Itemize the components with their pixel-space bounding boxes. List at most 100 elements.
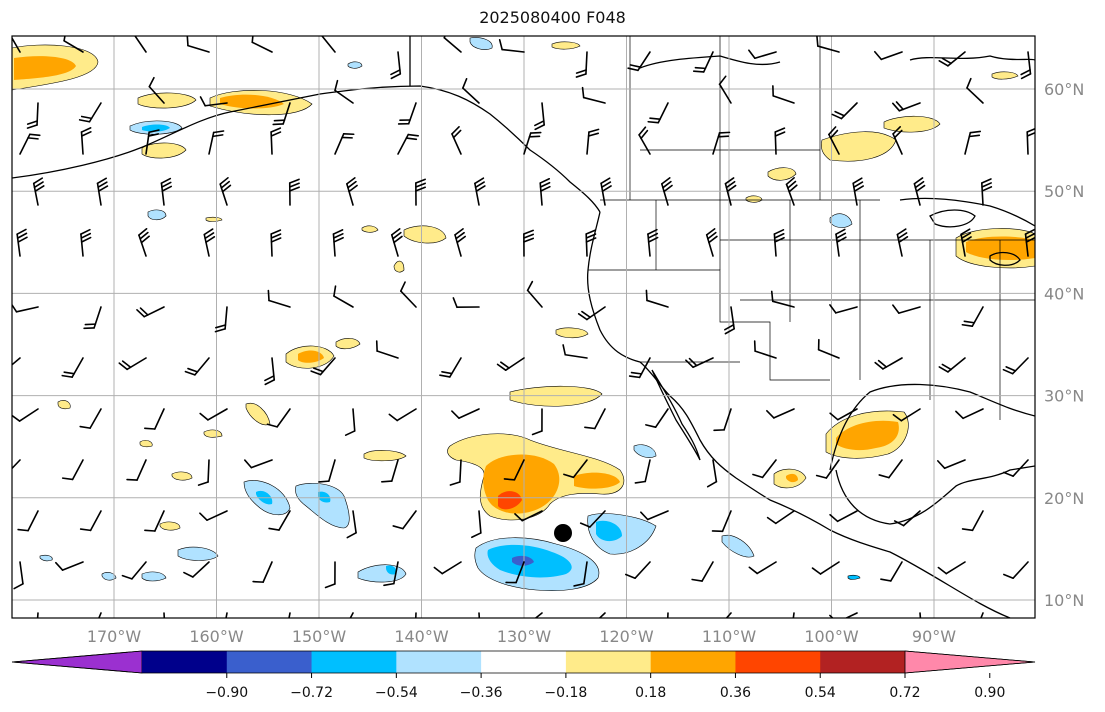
wind-barb	[691, 561, 714, 582]
wind-barb	[462, 77, 480, 104]
colorbar-tick-label: −0.18	[544, 685, 587, 701]
anomaly-fill-layer	[12, 37, 1035, 591]
wind-barb	[183, 561, 210, 578]
latitude-label: 40°N	[1044, 284, 1084, 303]
wind-barb	[390, 228, 403, 257]
wind-barb	[579, 510, 606, 528]
wind-barb	[531, 408, 543, 436]
coastline-layer	[12, 36, 1035, 618]
wind-barb	[811, 561, 840, 575]
wind-barb	[1024, 228, 1035, 257]
wind-barb	[32, 177, 45, 206]
anomaly-fill-negative	[101, 572, 117, 581]
latitude-label: 30°N	[1044, 387, 1084, 406]
latitude-label: 50°N	[1044, 182, 1084, 201]
colorbar-segment	[311, 651, 397, 673]
wind-barb	[966, 77, 984, 104]
longitude-labels: 170°W 160°W 150°W 140°W 130°W 120°W 110°W 100°W…	[87, 627, 956, 646]
colorbar-segment	[142, 651, 228, 673]
wind-barb	[397, 102, 417, 125]
wind-barb	[748, 561, 777, 575]
anomaly-fill-positive	[361, 225, 379, 233]
wind-barb	[873, 50, 903, 61]
colorbar-tick-label: 0.54	[805, 685, 836, 701]
wind-barb	[598, 612, 606, 618]
wind-barb	[79, 510, 102, 532]
anomaly-fill-positive	[298, 350, 324, 363]
colorbar-tick-label: −0.72	[290, 685, 333, 701]
wind-barb	[388, 408, 417, 422]
longitude-label: 170°W	[87, 627, 142, 646]
wind-barb	[1003, 561, 1029, 580]
colorbar-segment	[735, 651, 821, 673]
wind-barb	[449, 459, 462, 486]
anomaly-fill-positive	[57, 400, 71, 410]
wind-barb	[383, 561, 399, 587]
wind-barb	[390, 51, 402, 80]
colorbar-extend-high	[904, 650, 1036, 674]
wind-barb	[17, 510, 39, 532]
wind-barb	[563, 459, 588, 479]
wind-barb	[1003, 459, 1029, 477]
wind-barb	[272, 102, 291, 126]
wind-barb	[505, 561, 525, 584]
longitude-label: 130°W	[497, 627, 552, 646]
wind-barb	[575, 51, 588, 78]
state-borders-layer	[588, 36, 1035, 420]
wind-barb	[496, 357, 525, 372]
wind-barb	[415, 178, 427, 206]
colorbar-segment	[396, 651, 482, 673]
wind-barb	[184, 357, 210, 376]
anomaly-fill-positive	[786, 473, 798, 483]
wind-barb	[12, 303, 39, 313]
wind-barb	[375, 340, 399, 359]
wind-barb	[891, 101, 921, 112]
wind-barb	[134, 36, 147, 53]
map-title: 2025080400 F048	[479, 8, 626, 27]
wind-barb	[397, 133, 420, 155]
wind-barb	[270, 229, 282, 257]
wind-barb	[938, 51, 966, 67]
wind-barb	[208, 130, 225, 155]
wind-barb	[332, 229, 344, 257]
wind-barb	[514, 510, 543, 522]
anomaly-fill-positive	[205, 216, 223, 222]
wind-barb	[498, 39, 525, 53]
wind-barb	[937, 561, 966, 575]
wind-barb	[534, 102, 545, 131]
wind-barb	[199, 96, 228, 107]
wind-barb	[243, 459, 273, 469]
wind-barb	[896, 228, 909, 257]
colorbar-extend-low	[11, 650, 143, 674]
wind-barb	[577, 306, 606, 321]
colorbar-tick-label: −0.90	[205, 685, 248, 701]
wind-barb	[892, 304, 921, 314]
anomaly-fill-negative	[318, 491, 331, 503]
anomaly-fill-negative	[142, 124, 170, 132]
wind-barb	[344, 408, 356, 437]
anomaly-fill-positive	[509, 385, 603, 407]
anomaly-fill-positive	[991, 71, 1019, 80]
wind-barb	[118, 357, 147, 371]
wind-barb	[706, 459, 718, 488]
wind-barb	[98, 612, 102, 618]
wind-barb	[600, 177, 612, 206]
anomaly-fill-positive	[141, 142, 187, 159]
wind-barb	[647, 228, 659, 257]
wind-barb	[937, 459, 966, 470]
anomaly-fill-positive	[820, 131, 897, 162]
map-frame	[11, 35, 1036, 619]
wind-barb	[145, 129, 160, 155]
anomaly-fill-negative	[596, 520, 622, 542]
anomaly-fill-positive	[393, 260, 405, 273]
colorbar	[11, 650, 1036, 674]
colorbar-tick-label: −0.36	[460, 685, 503, 701]
wind-barb	[964, 130, 982, 155]
colorbar-tick-label: −0.54	[375, 685, 418, 701]
wind-barb	[349, 612, 354, 618]
wind-barb	[443, 36, 462, 53]
anomaly-fill-positive	[171, 471, 193, 481]
wind-barb	[12, 36, 21, 53]
colorbar-outline	[11, 650, 1036, 674]
wind-barb	[961, 510, 984, 532]
